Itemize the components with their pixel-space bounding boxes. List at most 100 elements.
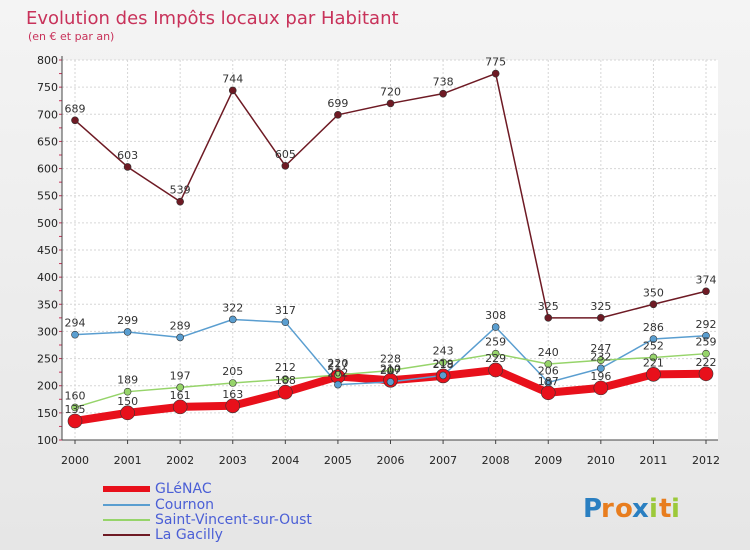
data-point xyxy=(278,384,293,400)
data-label: 206 xyxy=(538,364,559,377)
data-point xyxy=(597,356,605,365)
data-label: 539 xyxy=(170,184,191,197)
data-label: 222 xyxy=(696,356,717,369)
data-label: 205 xyxy=(222,365,243,378)
y-tick-label: 100 xyxy=(37,434,58,447)
axes: 100 150 200 250 300 350 400 450 500 550 600 650 700 7… xyxy=(37,54,720,467)
data-label: 220 xyxy=(327,357,348,370)
data-label: 289 xyxy=(170,319,191,332)
logo-letter: P xyxy=(583,494,602,524)
data-point xyxy=(334,380,342,389)
data-point xyxy=(123,163,132,171)
data-label: 775 xyxy=(485,56,506,69)
series-group: 135 150 161 163 188 217 210 218 229 187 196 221 222 2… xyxy=(65,56,717,429)
data-label: 135 xyxy=(65,403,86,416)
data-label: 212 xyxy=(275,361,296,374)
data-label: 252 xyxy=(643,339,664,352)
logo-letter: i xyxy=(671,494,680,524)
data-label: 217 xyxy=(327,358,348,371)
data-label: 247 xyxy=(590,342,611,355)
y-tick-label: 400 xyxy=(37,271,58,284)
data-point xyxy=(593,380,609,396)
logo-letter: t xyxy=(659,494,671,524)
x-tick-label: 2009 xyxy=(534,454,562,467)
data-point xyxy=(281,162,290,170)
data-label: 189 xyxy=(117,374,138,387)
proxiti-logo: Pr o x i t i xyxy=(583,494,680,524)
data-point xyxy=(386,366,395,375)
data-point xyxy=(123,328,132,336)
data-label: 160 xyxy=(65,389,86,402)
y-tick-label: 450 xyxy=(37,244,58,257)
x-tick-label: 2011 xyxy=(639,454,667,467)
x-tick-label: 2010 xyxy=(587,454,615,467)
data-label: 240 xyxy=(538,346,559,359)
legend-label: Saint-Vincent-sur-Oust xyxy=(155,512,312,528)
y-tick-label: 700 xyxy=(37,108,58,121)
data-label: 286 xyxy=(643,321,664,334)
data-point xyxy=(439,89,447,98)
data-point xyxy=(597,364,605,373)
data-point xyxy=(334,371,342,379)
data-label: 689 xyxy=(65,102,86,115)
data-label: 325 xyxy=(590,300,611,313)
data-point xyxy=(491,69,500,78)
data-point xyxy=(698,366,714,382)
data-point xyxy=(228,315,237,324)
data-point xyxy=(71,403,79,412)
data-point xyxy=(544,378,553,387)
data-label: 187 xyxy=(538,375,559,388)
data-label: 259 xyxy=(696,336,717,349)
data-label: 229 xyxy=(485,352,506,365)
y-tick-label: 300 xyxy=(37,325,58,338)
logo-letter: i xyxy=(649,494,658,524)
data-point xyxy=(67,413,83,429)
data-point xyxy=(491,323,500,331)
y-tick-label: 150 xyxy=(37,407,58,420)
data-point xyxy=(123,387,132,396)
x-tick-label: 2008 xyxy=(482,454,510,467)
x-tick-label: 2002 xyxy=(166,454,194,467)
y-tick-label: 500 xyxy=(37,217,58,230)
data-label: 221 xyxy=(643,356,664,369)
data-label: 294 xyxy=(65,317,86,330)
data-label: 299 xyxy=(117,314,138,327)
data-label: 202 xyxy=(327,367,348,380)
data-label: 738 xyxy=(433,76,454,89)
y-tick-label: 250 xyxy=(37,353,58,366)
data-label: 605 xyxy=(275,148,296,161)
data-point xyxy=(439,358,447,367)
data-label: 322 xyxy=(222,301,243,314)
data-point xyxy=(172,399,188,415)
chart-title: Evolution des Impôts locaux par Habitant xyxy=(26,8,399,29)
data-point xyxy=(597,314,605,322)
data-label: 197 xyxy=(170,369,191,382)
data-point xyxy=(176,197,184,206)
data-point xyxy=(120,405,135,421)
data-point xyxy=(702,331,710,340)
legend-label: GLéNAC xyxy=(155,481,212,497)
data-label: 259 xyxy=(485,336,506,349)
data-point xyxy=(544,314,553,322)
y-tick-label: 550 xyxy=(37,190,58,203)
data-label: 699 xyxy=(327,97,348,110)
data-point xyxy=(228,86,237,95)
x-tick-label: 2005 xyxy=(324,454,352,467)
y-tick-label: 650 xyxy=(37,135,58,148)
data-label: 292 xyxy=(696,318,717,331)
x-tick-label: 2003 xyxy=(219,454,247,467)
x-tick-label: 2001 xyxy=(114,454,142,467)
data-point xyxy=(334,111,342,119)
y-tick-label: 600 xyxy=(37,163,58,176)
data-label: 207 xyxy=(380,364,401,377)
data-point xyxy=(71,116,79,125)
x-tick-label: 2006 xyxy=(377,454,405,467)
data-label: 325 xyxy=(538,300,559,313)
data-point xyxy=(281,318,290,327)
data-label: 603 xyxy=(117,149,138,162)
y-tick-label: 350 xyxy=(37,298,58,311)
data-point xyxy=(176,333,184,342)
